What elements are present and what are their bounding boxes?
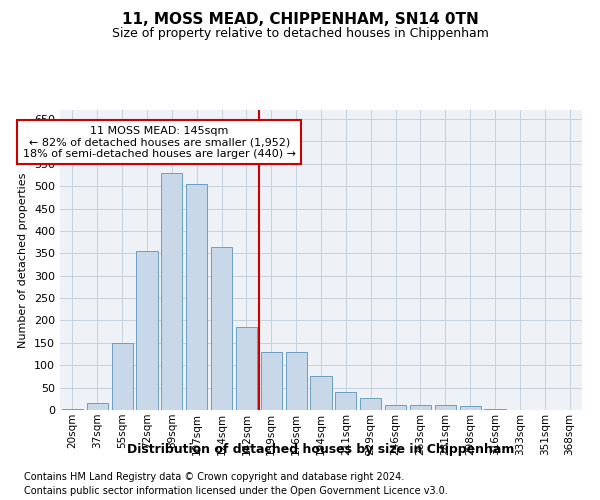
Bar — [236, 327, 257, 410]
Text: 11, MOSS MEAD, CHIPPENHAM, SN14 0TN: 11, MOSS MEAD, CHIPPENHAM, SN14 0TN — [122, 12, 478, 28]
Bar — [310, 376, 332, 410]
Bar — [87, 404, 108, 410]
Text: Size of property relative to detached houses in Chippenham: Size of property relative to detached ho… — [112, 28, 488, 40]
Bar — [385, 404, 406, 410]
Bar — [136, 251, 158, 410]
Bar — [410, 404, 431, 410]
Bar — [360, 398, 381, 410]
Text: Contains public sector information licensed under the Open Government Licence v3: Contains public sector information licen… — [24, 486, 448, 496]
Text: Contains HM Land Registry data © Crown copyright and database right 2024.: Contains HM Land Registry data © Crown c… — [24, 472, 404, 482]
Bar — [484, 409, 506, 410]
Text: 11 MOSS MEAD: 145sqm
← 82% of detached houses are smaller (1,952)
18% of semi-de: 11 MOSS MEAD: 145sqm ← 82% of detached h… — [23, 126, 296, 159]
Bar — [460, 406, 481, 410]
Text: Distribution of detached houses by size in Chippenham: Distribution of detached houses by size … — [127, 442, 515, 456]
Bar — [435, 404, 456, 410]
Bar — [335, 392, 356, 410]
Bar — [112, 343, 133, 410]
Bar — [161, 172, 182, 410]
Bar — [286, 352, 307, 410]
Bar — [62, 409, 83, 410]
Bar — [186, 184, 207, 410]
Bar — [261, 352, 282, 410]
Bar — [211, 246, 232, 410]
Y-axis label: Number of detached properties: Number of detached properties — [19, 172, 28, 348]
